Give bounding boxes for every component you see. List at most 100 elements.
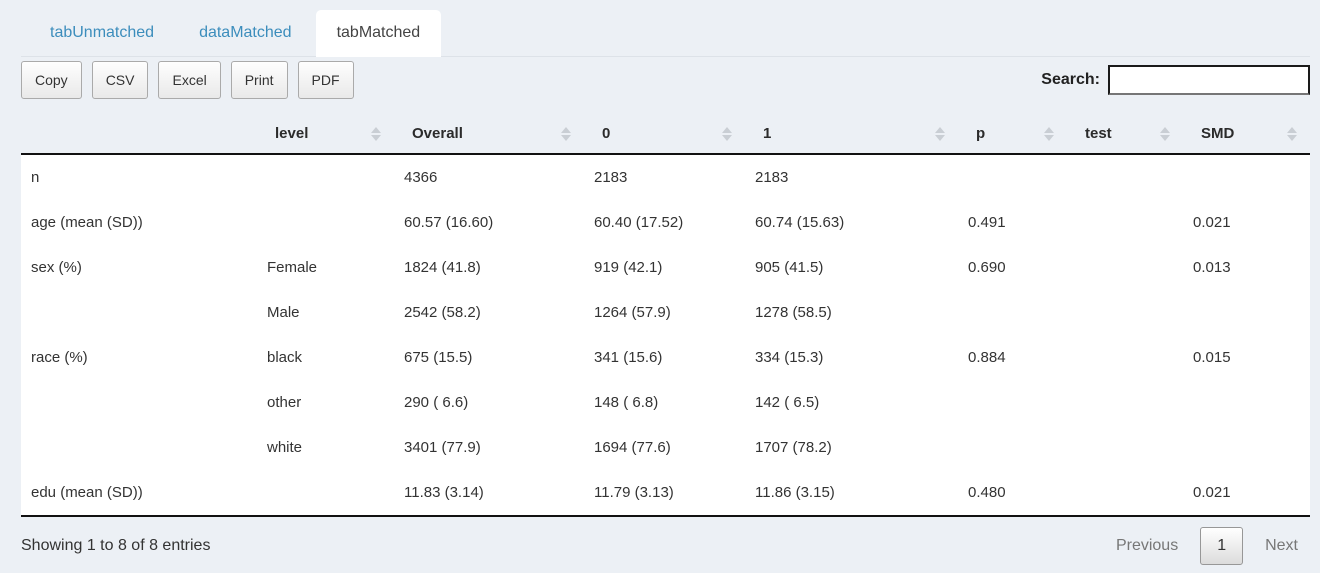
column-header-0[interactable]: 0: [584, 114, 745, 155]
cell: 290 ( 6.6): [404, 394, 469, 411]
sort-icon: [1044, 126, 1054, 141]
cell: 0.021: [1193, 214, 1231, 231]
entries-info: Showing 1 to 8 of 8 entries: [21, 537, 211, 554]
pagination: Previous 1 Next: [1104, 527, 1310, 565]
cell: [958, 290, 1067, 335]
cell: 675 (15.5): [404, 349, 473, 366]
cell: [1067, 335, 1183, 380]
cell: Male: [267, 304, 300, 321]
cell: 0.690: [968, 259, 1006, 276]
cell: age (mean (SD)): [31, 214, 143, 231]
table-row: age (mean (SD)) 60.57 (16.60) 60.40 (17.…: [21, 200, 1310, 245]
cell: [257, 200, 394, 245]
current-page-button[interactable]: 1: [1200, 527, 1244, 565]
header-row: level Overall 0 1 p test SMD: [21, 114, 1310, 155]
sort-icon: [1287, 126, 1297, 141]
cell: 919 (42.1): [594, 259, 663, 276]
sort-icon: [935, 126, 945, 141]
cell: 148 ( 6.8): [594, 394, 659, 411]
table-row: n 4366 2183 2183: [21, 154, 1310, 200]
cell: [1067, 470, 1183, 516]
tab-tabmatched[interactable]: tabMatched: [315, 10, 442, 57]
cell: [1183, 380, 1310, 425]
cell: [1183, 154, 1310, 200]
column-header-level[interactable]: level: [257, 114, 394, 155]
cell: [1183, 425, 1310, 470]
cell: [1067, 154, 1183, 200]
cell: [958, 380, 1067, 425]
cell: 11.86 (3.15): [755, 484, 835, 501]
table-toolbar: Copy CSV Excel Print PDF Search:: [21, 59, 1310, 101]
sort-icon: [371, 126, 381, 141]
sort-icon: [561, 126, 571, 141]
cell: [1067, 245, 1183, 290]
table-row: other 290 ( 6.6) 148 ( 6.8) 142 ( 6.5): [21, 380, 1310, 425]
cell: 60.57 (16.60): [404, 214, 494, 231]
excel-button[interactable]: Excel: [158, 61, 221, 99]
cell: 1694 (77.6): [594, 439, 671, 456]
cell: 4366: [404, 169, 438, 186]
table-row: edu (mean (SD)) 11.83 (3.14) 11.79 (3.13…: [21, 470, 1310, 516]
table-row: race (%) black 675 (15.5) 341 (15.6) 334…: [21, 335, 1310, 380]
cell: 341 (15.6): [594, 349, 663, 366]
table-header: level Overall 0 1 p test SMD: [21, 114, 1310, 155]
column-header-1[interactable]: 1: [745, 114, 958, 155]
cell: 11.83 (3.14): [404, 484, 484, 501]
cell: edu (mean (SD)): [31, 484, 143, 501]
table-row: Male 2542 (58.2) 1264 (57.9) 1278 (58.5): [21, 290, 1310, 335]
matched-summary-table: level Overall 0 1 p test SMD n: [21, 114, 1310, 517]
cell: 0.021: [1193, 484, 1231, 501]
cell: white: [267, 439, 303, 456]
cell: [257, 154, 394, 200]
table-body: n 4366 2183 2183 age (mean (SD)) 60.57 (…: [21, 154, 1310, 516]
cell: 142 ( 6.5): [755, 394, 820, 411]
search-label: Search:: [1041, 71, 1100, 88]
column-header-test[interactable]: test: [1067, 114, 1183, 155]
column-header-p[interactable]: p: [958, 114, 1067, 155]
cell: 2183: [594, 169, 628, 186]
cell: 334 (15.3): [755, 349, 824, 366]
column-header-rowname[interactable]: [21, 114, 257, 155]
cell: 60.40 (17.52): [594, 214, 684, 231]
cell: 2542 (58.2): [404, 304, 481, 321]
pdf-button[interactable]: PDF: [297, 61, 354, 99]
search-input[interactable]: [1108, 65, 1310, 95]
cell: [958, 425, 1067, 470]
cell: 3401 (77.9): [404, 439, 481, 456]
cell: [1067, 425, 1183, 470]
column-header-smd[interactable]: SMD: [1183, 114, 1310, 155]
cell: 0.491: [968, 214, 1006, 231]
cell: 1264 (57.9): [594, 304, 671, 321]
cell: [21, 425, 257, 470]
cell: n: [31, 169, 40, 186]
cell: [1067, 290, 1183, 335]
next-page-button[interactable]: Next: [1265, 537, 1298, 554]
cell: black: [267, 349, 303, 366]
cell: 1707 (78.2): [755, 439, 832, 456]
column-header-overall[interactable]: Overall: [394, 114, 584, 155]
cell: [257, 470, 394, 516]
cell: other: [267, 394, 302, 411]
copy-button[interactable]: Copy: [21, 61, 82, 99]
tab-bar: tabUnmatched dataMatched tabMatched: [21, 0, 1310, 57]
cell: 11.79 (3.13): [594, 484, 674, 501]
cell: 1824 (41.8): [404, 259, 481, 276]
search-container: Search:: [1041, 65, 1310, 95]
cell: 60.74 (15.63): [755, 214, 845, 231]
cell: [1067, 200, 1183, 245]
cell: 0.884: [968, 349, 1006, 366]
previous-page-button[interactable]: Previous: [1115, 537, 1179, 554]
tab-tabunmatched[interactable]: tabUnmatched: [50, 24, 155, 41]
table-row: sex (%) Female 1824 (41.8) 919 (42.1) 90…: [21, 245, 1310, 290]
print-button[interactable]: Print: [230, 61, 288, 99]
cell: race (%): [31, 349, 88, 366]
cell: [1183, 290, 1310, 335]
cell: Female: [267, 259, 318, 276]
tab-datamatched[interactable]: dataMatched: [199, 24, 292, 41]
cell: sex (%): [31, 259, 82, 276]
cell: 2183: [755, 169, 789, 186]
sort-icon: [1160, 126, 1170, 141]
cell: [1067, 380, 1183, 425]
csv-button[interactable]: CSV: [91, 61, 149, 99]
